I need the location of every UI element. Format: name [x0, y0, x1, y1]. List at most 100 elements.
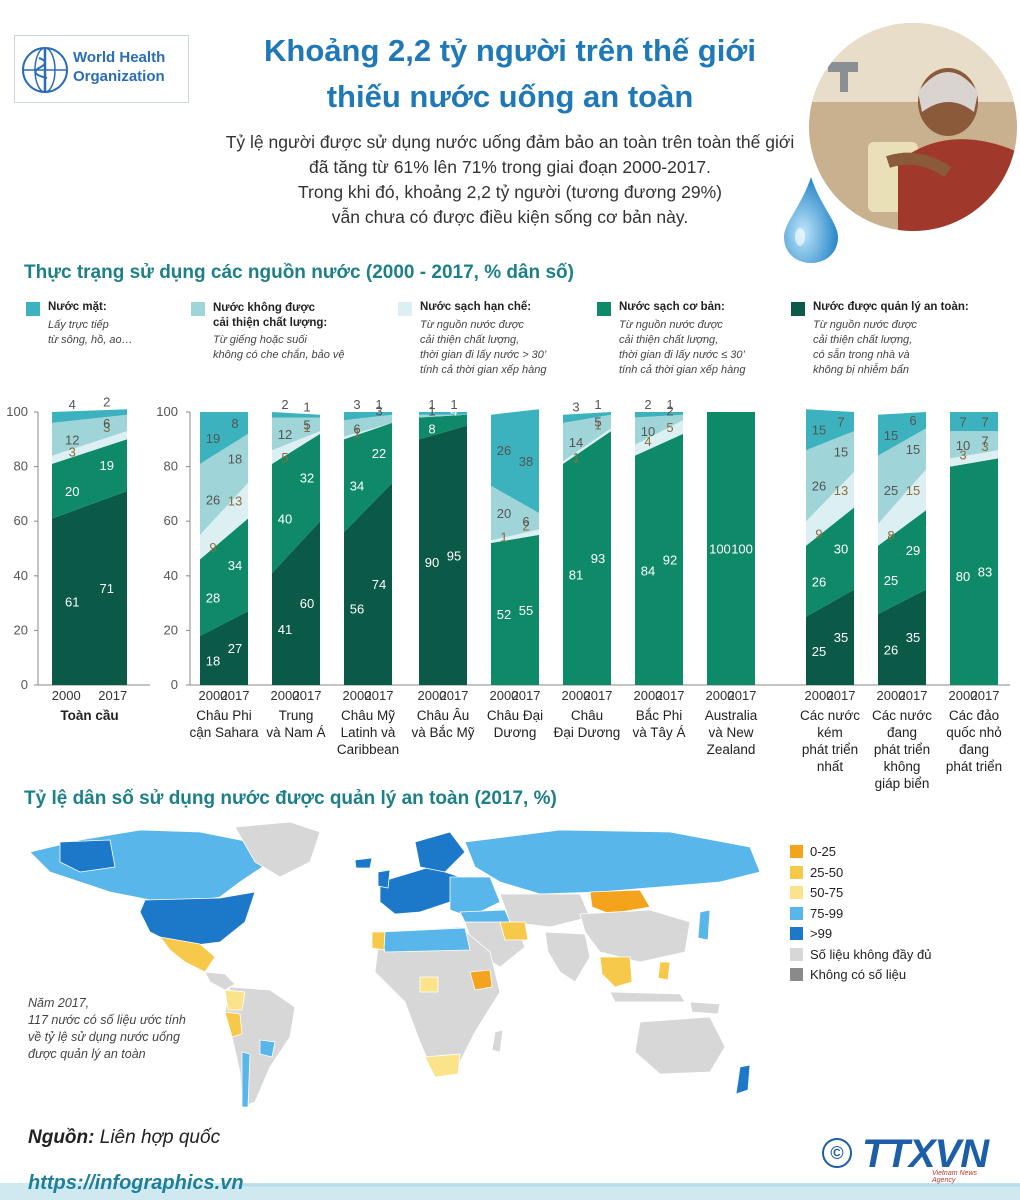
map-papua: [689, 1001, 721, 1015]
group-label: Caribbean: [337, 742, 399, 757]
group-label: phát triển: [874, 742, 930, 757]
legend-swatch: [398, 302, 412, 316]
data-label: 8: [428, 421, 435, 436]
who-emblem-icon: [22, 47, 68, 93]
map-indonesia: [609, 991, 686, 1003]
x-year-label: 2017: [98, 688, 127, 703]
legend-desc: Lấy trực tiếp từ sông, hồ, ao…: [48, 318, 188, 348]
group-label: đang: [959, 742, 989, 757]
subtitle-line-3: Trong khi đó, khoảng 2,2 tỷ người (tương…: [297, 182, 722, 202]
data-label: 25: [884, 483, 898, 498]
map-south-africa: [424, 1053, 461, 1078]
data-label: 83: [978, 565, 992, 580]
bar-segment: [52, 409, 127, 423]
data-label: 3: [353, 397, 360, 412]
bar-segment: [200, 482, 248, 560]
data-label: 74: [372, 577, 386, 592]
group-label: Đại Dương: [554, 725, 621, 740]
bar-segment: [52, 414, 127, 456]
bar-segment: [806, 507, 854, 617]
bar-segment: [419, 414, 467, 440]
map-legend-swatch: [790, 968, 803, 981]
data-label: 35: [906, 630, 920, 645]
data-label: 4: [644, 434, 651, 449]
data-label: 93: [591, 551, 605, 566]
group-label: phát triển: [802, 742, 858, 757]
x-year-label: 2000: [198, 688, 227, 703]
data-label: 5: [594, 415, 601, 430]
data-label: 1: [572, 450, 579, 465]
legend-name-line: cải thiện chất lượng:: [213, 317, 328, 329]
bar-segment: [52, 431, 127, 464]
data-label: 28: [206, 591, 220, 606]
data-label: 15: [906, 442, 920, 457]
legend-desc-line: Lấy trực tiếp: [48, 319, 109, 331]
bar-segment: [344, 412, 392, 421]
data-label: 1: [594, 417, 601, 432]
legend-desc: Từ giếng hoặc suối không có che chắn, bả…: [213, 333, 383, 363]
data-label: 52: [497, 607, 511, 622]
group-label: nhất: [817, 759, 844, 774]
map-north-africa: [379, 927, 471, 953]
bar-segment: [272, 433, 320, 574]
data-label: 3: [981, 439, 988, 454]
group-label: Zealand: [707, 742, 756, 757]
x-year-label: 2000: [342, 688, 371, 703]
data-label: 12: [278, 427, 292, 442]
legend-desc: Từ nguồn nước được cải thiện chất lượng,…: [619, 318, 794, 378]
data-label: 81: [569, 567, 583, 582]
map-philippines: [657, 961, 671, 981]
data-label: 9: [209, 540, 216, 555]
y-tick-label: 80: [14, 459, 28, 474]
data-label: 90: [425, 555, 439, 570]
data-label: 26: [812, 574, 826, 589]
data-label: 7: [981, 434, 988, 449]
map-legend-label: 75-99: [810, 905, 844, 921]
map-legend-swatch: [790, 927, 803, 940]
x-year-label: 2000: [270, 688, 299, 703]
logo-text-line-2: Organization: [73, 68, 165, 85]
data-label: 3: [959, 447, 966, 462]
group-label: và Nam Á: [266, 725, 325, 740]
data-label: 9: [815, 526, 822, 541]
group-label: đang: [887, 725, 917, 740]
data-label: 38: [519, 454, 533, 469]
footer-url-link[interactable]: https://infographics.vn: [28, 1172, 244, 1194]
x-year-label: 2017: [365, 688, 394, 703]
note-line: được quản lý an toàn: [28, 1047, 146, 1061]
data-label: 27: [228, 641, 242, 656]
water-drop-icon: [784, 177, 838, 263]
bar-segment: [272, 521, 320, 685]
bar-segment: [419, 412, 467, 415]
map-legend-swatch: [790, 906, 803, 920]
bar-segment: [491, 529, 539, 544]
x-year-label: 2017: [584, 688, 613, 703]
ttxvn-logo: © TTXVN Vietnam News Agency: [822, 1132, 1002, 1184]
data-label: 3: [103, 420, 110, 435]
map-paraguay: [259, 1039, 276, 1058]
data-label: 6: [103, 416, 110, 431]
map-china: [579, 909, 691, 963]
data-label: 26: [812, 479, 826, 494]
data-label: 19: [100, 458, 114, 473]
legend-swatch: [26, 302, 40, 316]
data-label: 6: [353, 421, 360, 436]
x-year-label: 2017: [221, 688, 250, 703]
bar-segment: [563, 428, 611, 464]
bar-segment: [950, 412, 998, 432]
data-label: 71: [100, 581, 114, 596]
map-scandinavia: [414, 831, 466, 873]
data-label: 18: [228, 451, 242, 466]
data-label: 2: [281, 397, 288, 412]
map-colombia: [224, 989, 246, 1011]
y-tick-label: 60: [164, 513, 178, 528]
data-label: 60: [300, 596, 314, 611]
bar-segment: [419, 414, 467, 418]
x-year-label: 2017: [656, 688, 685, 703]
bar-segment: [635, 412, 683, 418]
data-label: 8: [887, 528, 894, 543]
bar-segment: [635, 420, 683, 456]
map-iraq-syria: [499, 921, 529, 941]
data-label: 26: [497, 443, 511, 458]
group-label: Toàn cầu: [60, 708, 118, 723]
